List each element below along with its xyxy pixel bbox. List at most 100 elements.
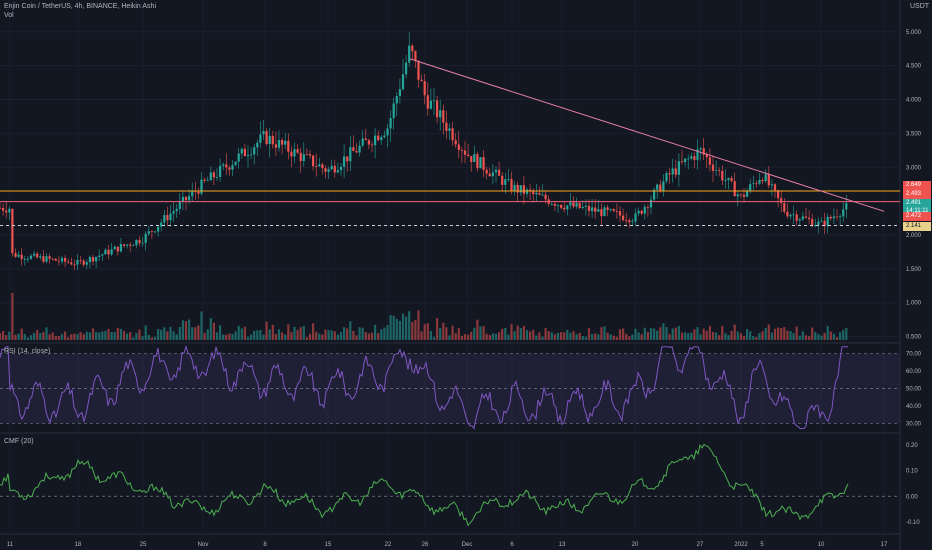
candle-body: [451, 128, 454, 141]
volume-bar: [445, 327, 448, 340]
volume-bar: [628, 336, 631, 340]
volume-bar: [510, 324, 513, 340]
candle-body: [33, 253, 36, 256]
volume-bar: [141, 336, 144, 340]
candle-body: [85, 262, 88, 265]
candle-body: [160, 222, 163, 227]
candle-body: [386, 128, 389, 136]
candle-body: [612, 209, 615, 212]
volume-bar: [374, 324, 377, 340]
price-badge-low: 2.472: [903, 212, 931, 221]
candle-body: [696, 149, 699, 160]
candle-body: [346, 156, 349, 162]
volume-bar: [758, 333, 761, 340]
candle-body: [470, 156, 473, 163]
volume-bar: [426, 323, 429, 340]
volume-bar: [91, 328, 95, 340]
candle-body: [45, 256, 48, 262]
candle-body: [693, 156, 696, 160]
volume-bar: [129, 332, 132, 340]
candle-body: [259, 134, 262, 143]
candle-body: [798, 219, 801, 221]
volume-bar: [380, 329, 383, 340]
volume-bar: [352, 330, 355, 340]
candle-body: [29, 255, 33, 259]
rsi-y-tick: 40.00: [906, 404, 922, 410]
candle-body: [752, 183, 755, 185]
candle-body: [237, 153, 240, 162]
volume-bar: [122, 330, 126, 340]
volume-bar: [811, 327, 814, 340]
volume-bar: [293, 326, 296, 340]
candle-body: [268, 135, 271, 144]
candle-body: [485, 169, 488, 174]
volume-bar: [54, 335, 57, 340]
candle-body: [76, 260, 79, 265]
candle-body: [281, 139, 284, 145]
volume-bar: [479, 326, 482, 340]
volume-bar: [367, 333, 370, 340]
volume-bar: [147, 335, 150, 340]
volume-bar: [166, 331, 169, 340]
candle-body: [336, 170, 339, 173]
candle-body: [739, 194, 742, 196]
volume-bar: [451, 325, 454, 340]
volume-bar: [392, 315, 395, 340]
volume-bar: [532, 329, 535, 340]
volume-bar: [250, 334, 253, 340]
main-y-tick: 5.000: [906, 30, 922, 36]
candle-body: [5, 210, 8, 213]
candle-body: [541, 194, 544, 196]
volume-bar: [662, 323, 665, 340]
volume-bar: [612, 335, 615, 340]
candle-body: [736, 194, 739, 197]
volume-bar: [209, 318, 212, 340]
volume-bar: [711, 332, 715, 340]
x-tick: 13: [559, 542, 566, 548]
volume-bar: [442, 322, 445, 340]
volume-bar: [814, 332, 817, 340]
x-tick: Nov: [198, 542, 209, 548]
volume-bar: [488, 334, 491, 340]
volume-bar: [60, 333, 64, 340]
candle-body: [389, 118, 392, 129]
volume-bar: [770, 332, 773, 340]
main-y-tick: 4.000: [906, 98, 922, 104]
volume-bar: [730, 330, 733, 340]
x-tick: 2022: [734, 542, 748, 548]
volume-bar: [405, 316, 408, 340]
volume-bar: [172, 331, 175, 340]
candle-body: [773, 184, 777, 191]
volume-bar: [150, 337, 153, 340]
volume-bar: [684, 332, 687, 340]
candle-body: [54, 258, 57, 261]
volume-bar: [659, 327, 662, 340]
candle-body: [64, 257, 67, 262]
volume-bar: [842, 329, 845, 340]
x-tick: 8: [263, 542, 267, 548]
candle-body: [715, 170, 718, 172]
candle-body: [104, 249, 107, 255]
volume-bar: [138, 329, 141, 340]
volume-bar: [826, 326, 829, 340]
volume-bar: [259, 329, 262, 340]
volume-bar: [268, 329, 271, 340]
rsi-y-tick: 70.00: [906, 352, 922, 358]
candle-body: [312, 155, 315, 167]
volume-bar: [57, 336, 60, 340]
volume-bar: [649, 328, 653, 340]
volume-bar: [519, 328, 522, 340]
candle-body: [783, 203, 786, 212]
volume-bar: [718, 335, 721, 340]
candle-body: [225, 164, 228, 168]
candle-body: [708, 157, 711, 165]
volume-bar: [625, 333, 628, 340]
volume-bar: [349, 321, 352, 340]
candle-body: [420, 79, 423, 82]
volume-bar: [429, 330, 432, 340]
volume-bar: [792, 333, 795, 340]
currency-label: USDT: [910, 3, 930, 10]
rsi-y-tick: 30.00: [906, 421, 922, 427]
main-y-tick: 3.000: [906, 165, 922, 171]
